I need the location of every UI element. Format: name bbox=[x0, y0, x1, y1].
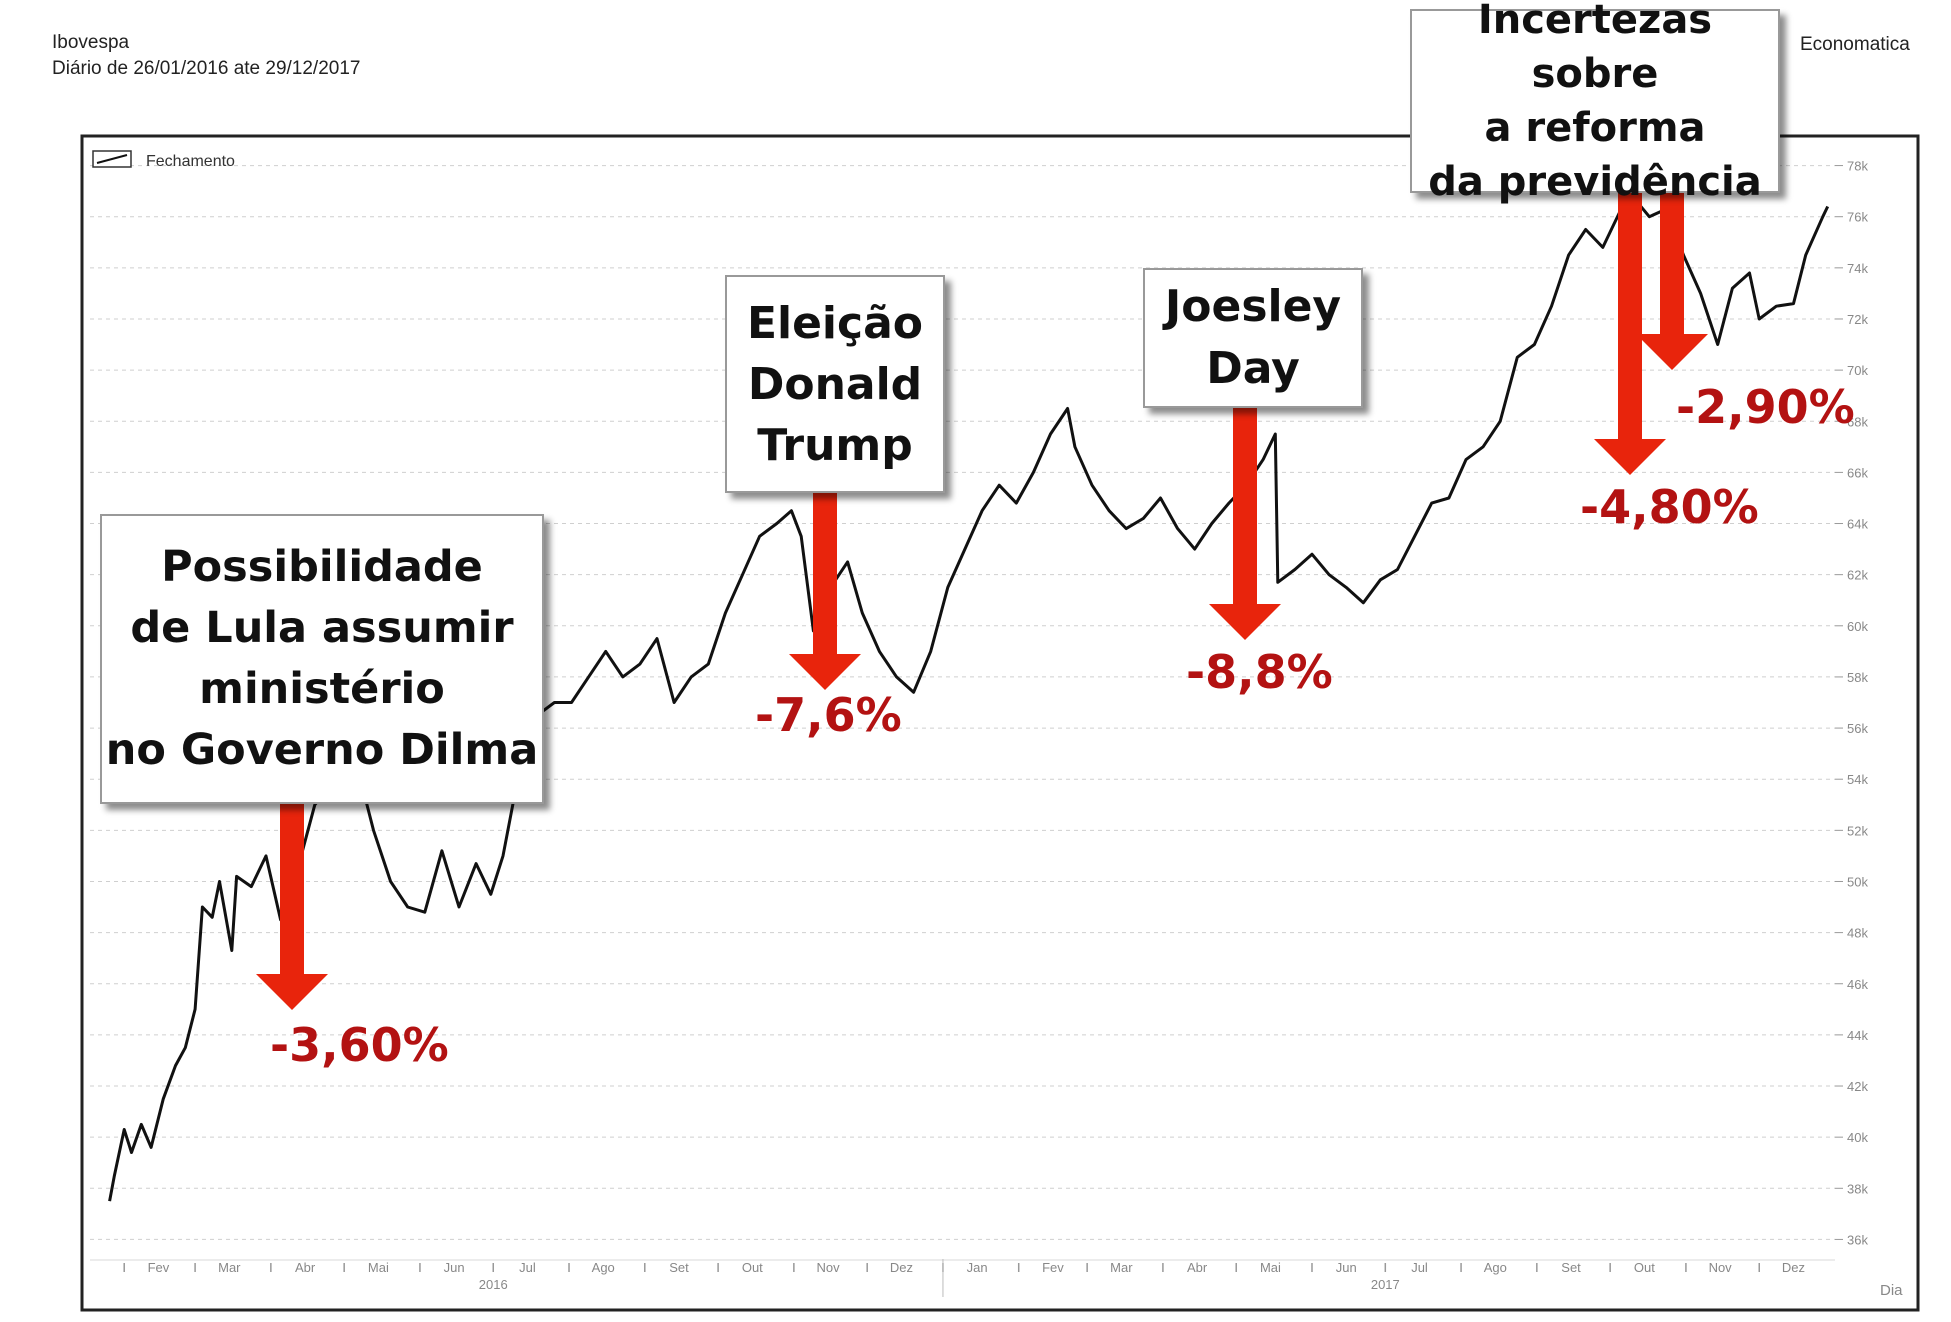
x-tick-label: Dez bbox=[1782, 1260, 1805, 1275]
callout-trump-line: Eleição bbox=[746, 297, 924, 349]
callout-lula-line: no Governo Dilma bbox=[105, 725, 539, 775]
callout-trump-line: Donald bbox=[747, 358, 923, 410]
y-tick-label: 68k bbox=[1847, 414, 1868, 429]
x-tick-label: Jun bbox=[1336, 1260, 1357, 1275]
y-tick-label: 60k bbox=[1847, 619, 1868, 634]
callout-previdencia-line: da previdência bbox=[1428, 159, 1762, 205]
chart-date-range: Diário de 26/01/2016 ate 29/12/2017 bbox=[52, 58, 361, 79]
callout-trump: Eleição Donald Trump bbox=[725, 275, 945, 493]
x-tick-label: Out bbox=[1634, 1260, 1655, 1275]
drop-arrow-shaft bbox=[813, 490, 837, 656]
x-tick-label: Nov bbox=[1709, 1260, 1733, 1275]
drop-arrow-head bbox=[789, 654, 861, 690]
callout-joesley: Joesley Day bbox=[1143, 268, 1363, 408]
callout-joesley-line: Day bbox=[1206, 343, 1300, 394]
brand-label: Economatica bbox=[1800, 34, 1910, 55]
callout-previdencia-line: Incertezas sobre bbox=[1477, 0, 1713, 97]
y-tick-label: 62k bbox=[1847, 568, 1868, 583]
x-tick-label: Mai bbox=[368, 1260, 389, 1275]
y-tick-label: 42k bbox=[1847, 1079, 1868, 1094]
x-tick-label: Fev bbox=[148, 1260, 170, 1275]
drop-label-previdencia: -4,80% bbox=[1580, 480, 1759, 534]
y-tick-label: 38k bbox=[1847, 1181, 1868, 1196]
y-tick-label: 56k bbox=[1847, 721, 1868, 736]
x-tick-label: Dez bbox=[890, 1260, 913, 1275]
drop-arrow-shaft bbox=[1660, 190, 1684, 336]
drop-arrow-head bbox=[1594, 439, 1666, 475]
y-tick-label: 74k bbox=[1847, 261, 1868, 276]
drop-label-joesley: -8,8% bbox=[1186, 645, 1333, 699]
drop-arrow-shaft bbox=[280, 800, 304, 976]
y-tick-label: 58k bbox=[1847, 670, 1868, 685]
x-tick-label: Fev bbox=[1042, 1260, 1064, 1275]
year-label-2017: 2017 bbox=[1371, 1277, 1400, 1292]
x-tick-label: Jan bbox=[967, 1260, 988, 1275]
legend-label: Fechamento bbox=[146, 153, 235, 170]
y-tick-label: 50k bbox=[1847, 874, 1868, 889]
y-tick-label: 54k bbox=[1847, 772, 1868, 787]
callout-lula-line: Possibilidade bbox=[161, 542, 483, 592]
callout-joesley-line: Joesley bbox=[1164, 281, 1342, 332]
x-tick-label: Ago bbox=[1484, 1260, 1507, 1275]
x-tick-label: Jun bbox=[444, 1260, 465, 1275]
drop-label-trump: -7,6% bbox=[755, 688, 902, 742]
callout-lula-line: de Lula assumir bbox=[130, 603, 514, 653]
chart-source-title: Ibovespa bbox=[52, 32, 130, 53]
x-tick-label: Nov bbox=[817, 1260, 841, 1275]
drop-label-lula: -3,60% bbox=[270, 1018, 449, 1072]
y-tick-label: 48k bbox=[1847, 926, 1868, 941]
y-tick-label: 64k bbox=[1847, 517, 1868, 532]
y-tick-label: 40k bbox=[1847, 1130, 1868, 1145]
x-tick-label: Set bbox=[1561, 1260, 1581, 1275]
x-tick-label: Mai bbox=[1260, 1260, 1281, 1275]
year-label-2016: 2016 bbox=[479, 1277, 508, 1292]
drop-arrow-shaft bbox=[1618, 190, 1642, 441]
x-tick-label: Abr bbox=[1187, 1260, 1208, 1275]
callout-lula: Possibilidade de Lula assumir ministério… bbox=[100, 514, 544, 804]
x-axis-label: Dia bbox=[1880, 1282, 1903, 1299]
y-tick-label: 44k bbox=[1847, 1028, 1868, 1043]
legend: Fechamento bbox=[92, 150, 235, 170]
callout-previdencia-line: a reforma bbox=[1484, 105, 1706, 151]
x-axis: Fev Mar Abr Mai Jun Jul Ago Set Out Nov Dez Jan Fev M… bbox=[90, 1259, 1903, 1299]
drop-arrow-head bbox=[1209, 604, 1281, 640]
x-tick-label: Set bbox=[669, 1260, 689, 1275]
x-tick-label: Ago bbox=[592, 1260, 615, 1275]
callout-trump-line: Trump bbox=[757, 419, 913, 471]
y-tick-label: 78k bbox=[1847, 159, 1868, 174]
callout-previdencia: Incertezas sobre a reforma da previdênci… bbox=[1410, 0, 1780, 205]
x-tick-label: Mar bbox=[218, 1260, 241, 1275]
y-tick-label: 70k bbox=[1847, 363, 1868, 378]
drop-label-previdencia-2: -2,90% bbox=[1676, 380, 1855, 434]
x-tick-label: Mar bbox=[1110, 1260, 1133, 1275]
y-tick-label: 76k bbox=[1847, 210, 1868, 225]
drop-arrows bbox=[256, 190, 1708, 1010]
x-tick-label: Jul bbox=[519, 1260, 536, 1275]
y-tick-label: 46k bbox=[1847, 977, 1868, 992]
y-tick-label: 36k bbox=[1847, 1232, 1868, 1247]
series-line-fechamento bbox=[108, 197, 1830, 1202]
y-tick-label: 52k bbox=[1847, 823, 1868, 838]
y-axis: 36k 38k 40k 42k 44k 46k 48k 50k 52k 54k 56k 58k 60k 6… bbox=[1835, 159, 1868, 1247]
drop-arrow-shaft bbox=[1233, 406, 1257, 606]
x-tick-label: Jul bbox=[1411, 1260, 1428, 1275]
y-tick-label: 72k bbox=[1847, 312, 1868, 327]
drop-arrow-head bbox=[256, 974, 328, 1010]
y-tick-label: 66k bbox=[1847, 465, 1868, 480]
drop-arrow-head bbox=[1636, 334, 1708, 370]
x-tick-label: Out bbox=[742, 1260, 763, 1275]
callout-lula-line: ministério bbox=[199, 664, 445, 714]
x-tick-label: Abr bbox=[295, 1260, 316, 1275]
legend-swatch-line bbox=[96, 154, 128, 164]
